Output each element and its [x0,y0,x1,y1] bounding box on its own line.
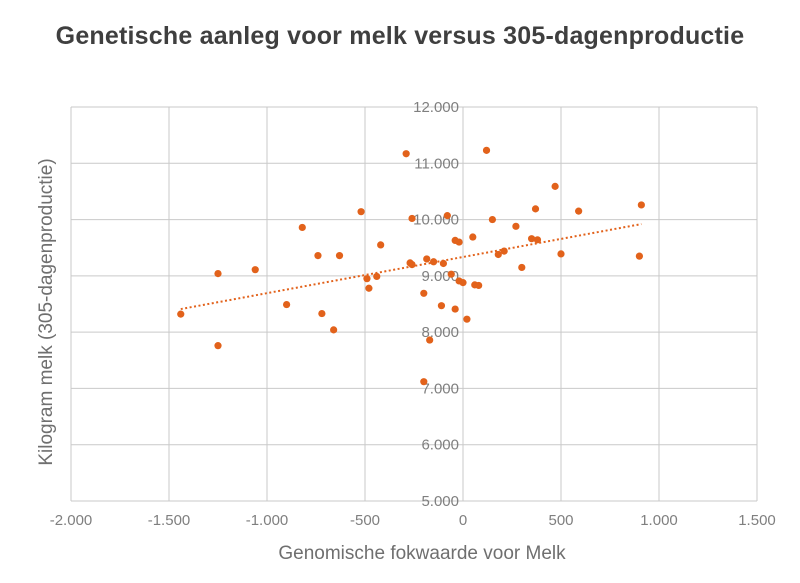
data-point [283,300,291,309]
data-point [330,326,338,334]
data-point [314,251,322,260]
y-tick-label: 11.000 [414,155,459,172]
y-axis-tick-labels: 5.0006.0007.0008.0009.00010.00011.00012.… [413,99,459,510]
data-point [402,150,410,158]
x-tick-label: -500 [350,512,380,529]
x-axis-tick-labels: -2.000 -1.500 -1.000 -500 0 500 1.000 1.500 [50,512,776,529]
data-point [426,336,434,344]
x-tick-label: -2.000 [50,512,93,529]
data-point [635,252,644,260]
data-point [459,279,467,287]
data-point [637,201,645,209]
data-point [533,236,542,244]
data-point [557,250,565,258]
data-point [451,305,459,313]
trendline [180,223,642,311]
x-tick-label: 1.500 [738,512,776,529]
chart-title: Genetische aanleg voor melk versus 305-d… [55,22,745,50]
data-point [488,215,496,224]
data-point [318,309,326,318]
data-point [494,250,502,259]
data-point [455,238,463,246]
x-tick-label: -1.000 [246,512,289,529]
data-point [551,182,559,190]
data-point [443,212,451,220]
x-axis-title: Genomische fokwaarde voor Melk [278,543,566,564]
data-point [363,275,371,283]
data-point [373,272,381,281]
data-point [365,284,373,292]
data-point [512,222,520,230]
y-tick-label: 6.000 [421,437,459,454]
y-tick-label: 5.000 [421,493,459,510]
x-tick-label: 0 [459,512,467,529]
data-point [437,302,446,310]
data-point [463,315,471,323]
data-point [335,251,344,260]
data-point [408,214,416,223]
y-tick-label: 7.000 [421,380,459,397]
data-point [251,266,259,274]
data-point [447,270,455,278]
data-point [420,378,428,386]
data-point [475,281,483,290]
data-point [531,205,540,213]
y-tick-label: 10.000 [413,212,459,229]
data-point [408,261,416,269]
data-point [518,263,526,272]
data-point [575,207,583,215]
y-tick-label: 12.000 [413,99,459,116]
data-point [423,255,431,263]
data-point [377,241,385,249]
data-point [528,235,536,243]
data-point [298,223,306,232]
data-point [439,259,447,268]
data-point [469,233,477,241]
x-tick-label: -1.500 [148,512,191,529]
data-point [500,247,508,255]
x-tick-label: 500 [548,512,573,529]
y-axis-title: Kilogram melk (305-dagenproductie) [36,158,57,465]
data-points [177,146,645,386]
data-point [177,310,185,318]
data-point [357,208,365,216]
data-point [420,289,428,297]
data-point [214,342,222,350]
data-point [214,270,222,278]
data-point [482,146,491,154]
x-tick-label: 1.000 [640,512,678,529]
